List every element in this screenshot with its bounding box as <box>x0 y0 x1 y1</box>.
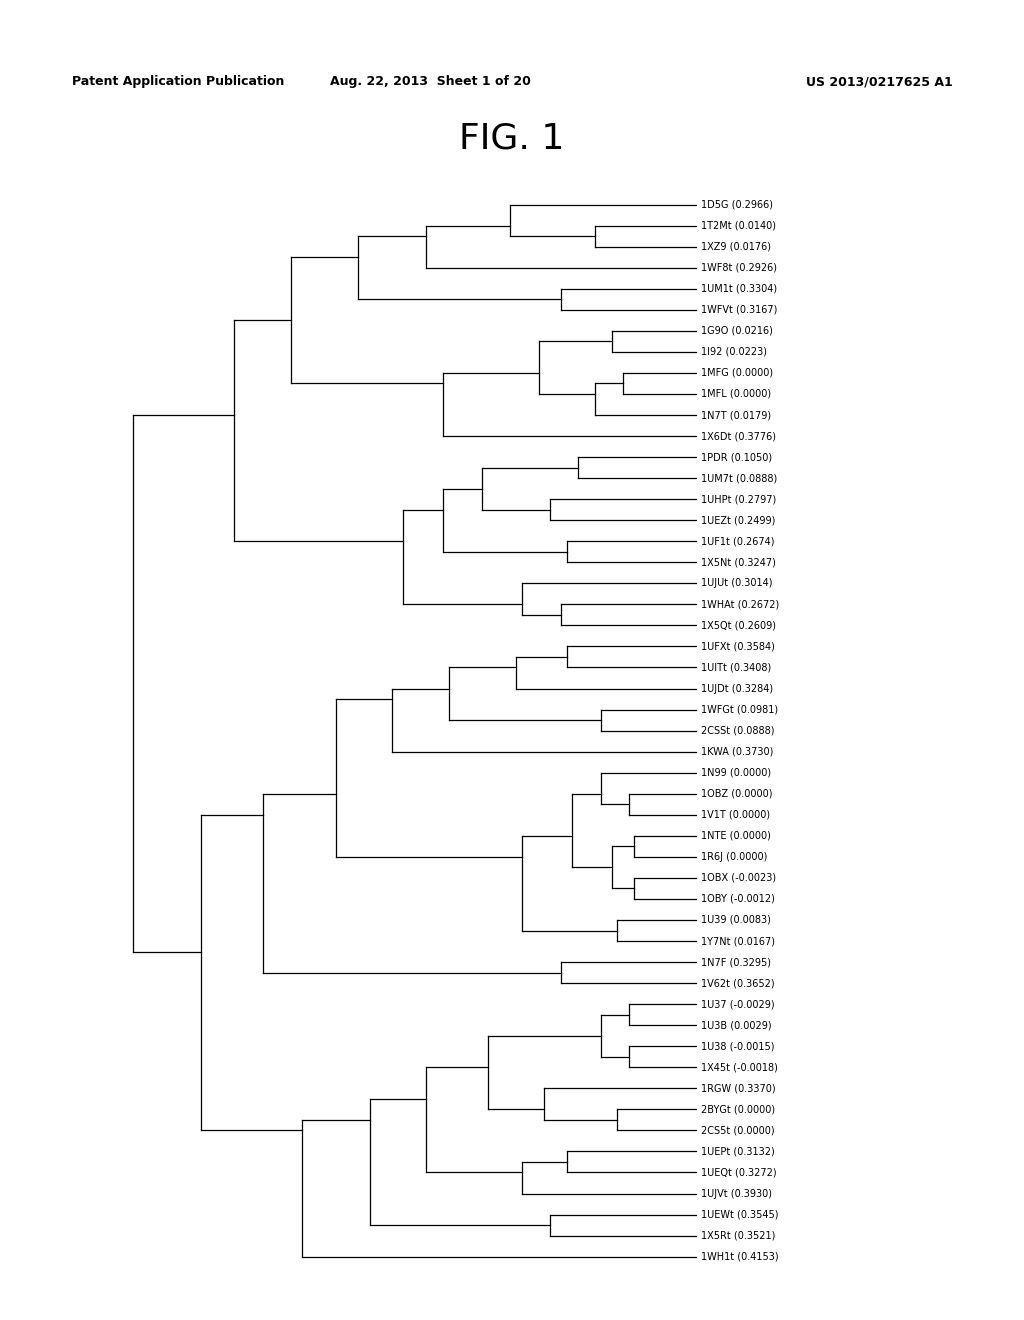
Text: 1V62t (0.3652): 1V62t (0.3652) <box>701 978 775 989</box>
Text: 1OBZ (0.0000): 1OBZ (0.0000) <box>701 789 773 799</box>
Text: 1UHPt (0.2797): 1UHPt (0.2797) <box>701 494 776 504</box>
Text: 2CS5t (0.0000): 2CS5t (0.0000) <box>701 1126 775 1135</box>
Text: 2BYGt (0.0000): 2BYGt (0.0000) <box>701 1105 775 1114</box>
Text: 1U37 (-0.0029): 1U37 (-0.0029) <box>701 999 775 1010</box>
Text: Aug. 22, 2013  Sheet 1 of 20: Aug. 22, 2013 Sheet 1 of 20 <box>330 75 530 88</box>
Text: 1N7F (0.3295): 1N7F (0.3295) <box>701 957 771 968</box>
Text: 1UJUt (0.3014): 1UJUt (0.3014) <box>701 578 773 589</box>
Text: US 2013/0217625 A1: US 2013/0217625 A1 <box>806 75 952 88</box>
Text: FIG. 1: FIG. 1 <box>460 121 564 156</box>
Text: 1UEZt (0.2499): 1UEZt (0.2499) <box>701 515 776 525</box>
Text: 1MFG (0.0000): 1MFG (0.0000) <box>701 368 773 378</box>
Text: 1X5Rt (0.3521): 1X5Rt (0.3521) <box>701 1230 776 1241</box>
Text: 1NTE (0.0000): 1NTE (0.0000) <box>701 830 771 841</box>
Text: 1N99 (0.0000): 1N99 (0.0000) <box>701 768 771 777</box>
Text: 1PDR (0.1050): 1PDR (0.1050) <box>701 451 772 462</box>
Text: Patent Application Publication: Patent Application Publication <box>72 75 284 88</box>
Text: 1UEQt (0.3272): 1UEQt (0.3272) <box>701 1167 777 1177</box>
Text: 1KWA (0.3730): 1KWA (0.3730) <box>701 747 774 756</box>
Text: 1UEPt (0.3132): 1UEPt (0.3132) <box>701 1147 775 1156</box>
Text: 1X45t (-0.0018): 1X45t (-0.0018) <box>701 1063 778 1072</box>
Text: 1X5Nt (0.3247): 1X5Nt (0.3247) <box>701 557 776 568</box>
Text: 1WFGt (0.0981): 1WFGt (0.0981) <box>701 705 778 714</box>
Text: 1T2Mt (0.0140): 1T2Mt (0.0140) <box>701 220 776 231</box>
Text: 1X5Qt (0.2609): 1X5Qt (0.2609) <box>701 620 776 631</box>
Text: 1UF1t (0.2674): 1UF1t (0.2674) <box>701 536 775 546</box>
Text: 1G9O (0.0216): 1G9O (0.0216) <box>701 326 773 335</box>
Text: 1UITt (0.3408): 1UITt (0.3408) <box>701 663 772 672</box>
Text: 1XZ9 (0.0176): 1XZ9 (0.0176) <box>701 242 771 252</box>
Text: 1UM7t (0.0888): 1UM7t (0.0888) <box>701 473 777 483</box>
Text: 1RGW (0.3370): 1RGW (0.3370) <box>701 1084 776 1093</box>
Text: 1Y7Nt (0.0167): 1Y7Nt (0.0167) <box>701 936 775 946</box>
Text: 1U39 (0.0083): 1U39 (0.0083) <box>701 915 771 925</box>
Text: 1WHAt (0.2672): 1WHAt (0.2672) <box>701 599 779 610</box>
Text: 1WFVt (0.3167): 1WFVt (0.3167) <box>701 305 778 314</box>
Text: 1UJVt (0.3930): 1UJVt (0.3930) <box>701 1188 772 1199</box>
Text: 1WF8t (0.2926): 1WF8t (0.2926) <box>701 263 777 273</box>
Text: 1I92 (0.0223): 1I92 (0.0223) <box>701 347 767 356</box>
Text: 1MFL (0.0000): 1MFL (0.0000) <box>701 389 771 399</box>
Text: 1X6Dt (0.3776): 1X6Dt (0.3776) <box>701 432 776 441</box>
Text: 2CSSt (0.0888): 2CSSt (0.0888) <box>701 726 775 735</box>
Text: 1U38 (-0.0015): 1U38 (-0.0015) <box>701 1041 775 1051</box>
Text: 1R6J (0.0000): 1R6J (0.0000) <box>701 851 768 862</box>
Text: 1OBY (-0.0012): 1OBY (-0.0012) <box>701 894 775 904</box>
Text: 1OBX (-0.0023): 1OBX (-0.0023) <box>701 873 776 883</box>
Text: 1D5G (0.2966): 1D5G (0.2966) <box>701 199 773 210</box>
Text: 1UEWt (0.3545): 1UEWt (0.3545) <box>701 1209 779 1220</box>
Text: 1WH1t (0.4153): 1WH1t (0.4153) <box>701 1251 779 1262</box>
Text: 1UM1t (0.3304): 1UM1t (0.3304) <box>701 284 777 294</box>
Text: 1U3B (0.0029): 1U3B (0.0029) <box>701 1020 772 1030</box>
Text: 1N7T (0.0179): 1N7T (0.0179) <box>701 411 771 420</box>
Text: 1UJDt (0.3284): 1UJDt (0.3284) <box>701 684 773 693</box>
Text: 1UFXt (0.3584): 1UFXt (0.3584) <box>701 642 775 652</box>
Text: 1V1T (0.0000): 1V1T (0.0000) <box>701 809 771 820</box>
